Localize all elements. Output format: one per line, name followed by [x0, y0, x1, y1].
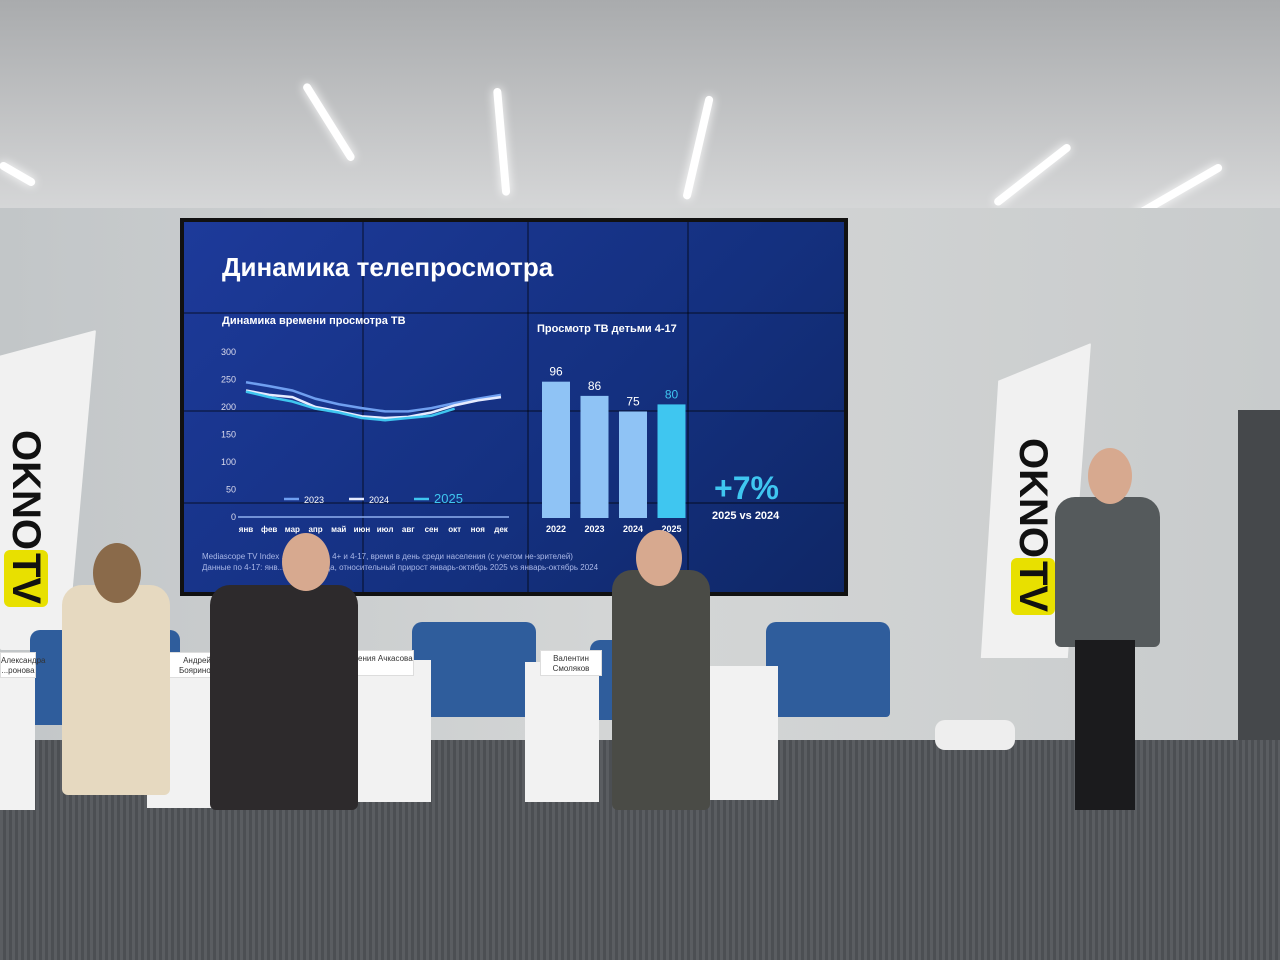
ceiling-light [301, 81, 357, 163]
ceiling-light [682, 95, 714, 201]
line-series-2025 [245, 390, 456, 422]
y-tick-label: 100 [221, 457, 236, 467]
footnote: Данные по 4-17: янв... каждого года, отн… [202, 563, 599, 572]
bar-category-label: 2023 [584, 524, 604, 534]
x-tick-label: дек [494, 525, 509, 534]
bar-chart-title: Просмотр ТВ детьми 4-17 [537, 323, 677, 335]
ceiling-light [493, 87, 511, 196]
legend-label: 2025 [434, 491, 463, 506]
pedestal-table [0, 675, 35, 810]
footnote: Mediascope TV Index ... население 4+ и 4… [202, 552, 573, 561]
panelist-man [210, 585, 358, 810]
x-tick-label: окт [448, 525, 461, 534]
flag-base [935, 720, 1015, 750]
y-tick-label: 50 [226, 485, 236, 495]
y-tick-label: 200 [221, 402, 236, 412]
legend-label: 2023 [304, 495, 324, 505]
x-tick-label: мар [285, 525, 300, 534]
x-tick-label: июл [377, 525, 394, 534]
bar-value-label: 86 [588, 379, 602, 393]
bar-2023 [580, 395, 609, 518]
ceiling [0, 0, 1280, 220]
chair [412, 622, 536, 717]
x-tick-label: фев [261, 525, 277, 534]
head [1088, 448, 1132, 504]
head [93, 543, 141, 603]
name-plate: Ксения Ачкасова [348, 650, 414, 676]
x-tick-label: янв [239, 525, 254, 534]
bar-value-label: 75 [626, 395, 640, 409]
speaker-woman [1055, 497, 1160, 647]
y-tick-label: 0 [231, 512, 236, 522]
ceiling-light [992, 142, 1073, 208]
bar-category-label: 2024 [623, 524, 643, 534]
x-tick-label: май [331, 525, 346, 534]
bar-category-label: 2025 [661, 524, 681, 534]
x-tick-label: апр [308, 525, 322, 534]
presentation-screen: Динамика телепросмотра Динамика времени … [180, 218, 848, 596]
growth-caption: 2025 vs 2024 [712, 510, 780, 522]
pedestal-table [525, 662, 599, 802]
panelist-man [612, 570, 710, 810]
okno-tv-logo: OKNOTV [3, 430, 48, 608]
x-tick-label: ноя [471, 525, 486, 534]
name-plate: Александра ...ронова [0, 652, 45, 678]
ceiling-light [0, 160, 37, 188]
y-tick-label: 250 [221, 375, 236, 385]
bar-2022 [542, 381, 570, 518]
x-tick-label: июн [354, 525, 371, 534]
x-tick-label: сен [425, 525, 439, 534]
bar-2025 [657, 404, 686, 518]
bar-value-label: 80 [665, 387, 679, 401]
bar-2024 [619, 411, 647, 518]
okno-tv-logo: OKNOTV [1010, 438, 1055, 616]
y-tick-label: 150 [221, 430, 236, 440]
line-series-2023 [245, 381, 502, 413]
door [1238, 410, 1280, 740]
bar-value-label: 96 [549, 365, 563, 379]
slide-charts: 0 50 100 150 200 250 300 янв фев мар апр май июн июл а… [221, 347, 686, 534]
head [282, 533, 330, 591]
speaker-legs [1075, 640, 1135, 810]
line-chart-title: Динамика времени просмотра ТВ [222, 315, 406, 327]
name-plate: Валентин Смоляков [540, 650, 602, 676]
slide-title: Динамика телепросмотра [222, 252, 554, 282]
head [636, 530, 682, 586]
bar-category-label: 2022 [546, 524, 566, 534]
y-tick-label: 300 [221, 347, 236, 357]
x-tick-label: авг [402, 525, 415, 534]
panelist-woman [62, 585, 170, 795]
chair [766, 622, 890, 717]
line-series-2024 [245, 389, 502, 420]
legend-label: 2024 [369, 495, 389, 505]
pedestal-table [708, 666, 778, 800]
growth-value: +7% [714, 470, 779, 506]
